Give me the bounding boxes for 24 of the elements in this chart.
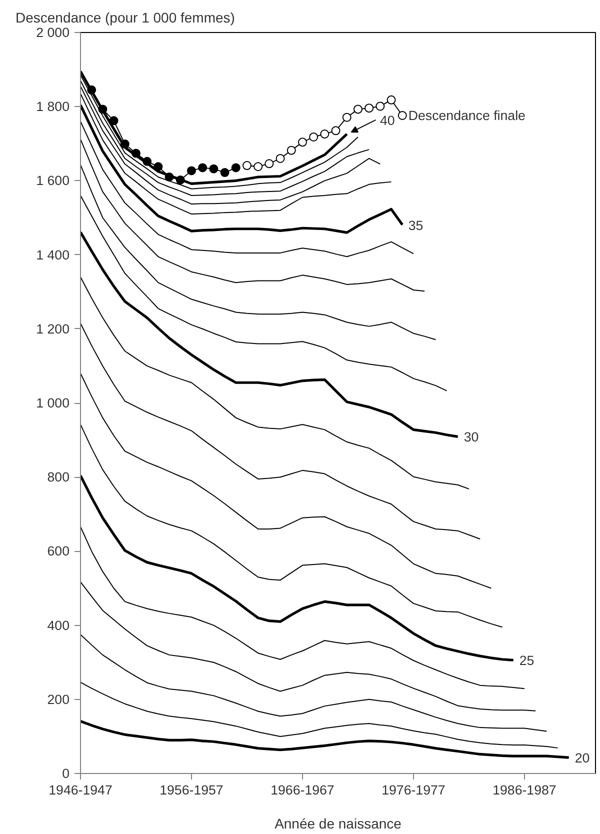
series-label: 25 — [519, 653, 534, 668]
y-tick-label: 1 800 — [36, 99, 70, 114]
series-label: Descendance finale — [408, 108, 526, 123]
y-tick-label: 400 — [47, 618, 70, 633]
y-tick-label: 1 600 — [36, 173, 70, 188]
x-tick-label: 1946-1947 — [48, 782, 112, 798]
y-tick-label: 0 — [62, 766, 70, 781]
series-label: 35 — [408, 218, 424, 233]
y-tick-label: 2 000 — [36, 25, 70, 40]
series-label: 20 — [574, 750, 590, 766]
y-tick-label: 200 — [47, 692, 70, 707]
y-tick-label: 800 — [47, 470, 70, 485]
x-tick-label: 1966-1967 — [270, 782, 334, 798]
y-tick-label: 1 200 — [36, 321, 70, 336]
y-tick-label: 1 400 — [36, 247, 70, 262]
x-tick-label: 1986-1987 — [492, 782, 556, 798]
y-tick-label: 1 000 — [36, 396, 70, 410]
x-axis-title: Année de naissance — [274, 816, 402, 832]
y-tick-label: 600 — [47, 544, 70, 559]
legend-label: 40 — [380, 112, 395, 128]
x-tick-label: 1956-1957 — [160, 782, 224, 798]
series-label: 30 — [464, 430, 479, 445]
x-tick-label: 1976-1977 — [382, 782, 446, 798]
y-axis-title: Descendance (pour 1 000 femmes) — [16, 10, 235, 26]
